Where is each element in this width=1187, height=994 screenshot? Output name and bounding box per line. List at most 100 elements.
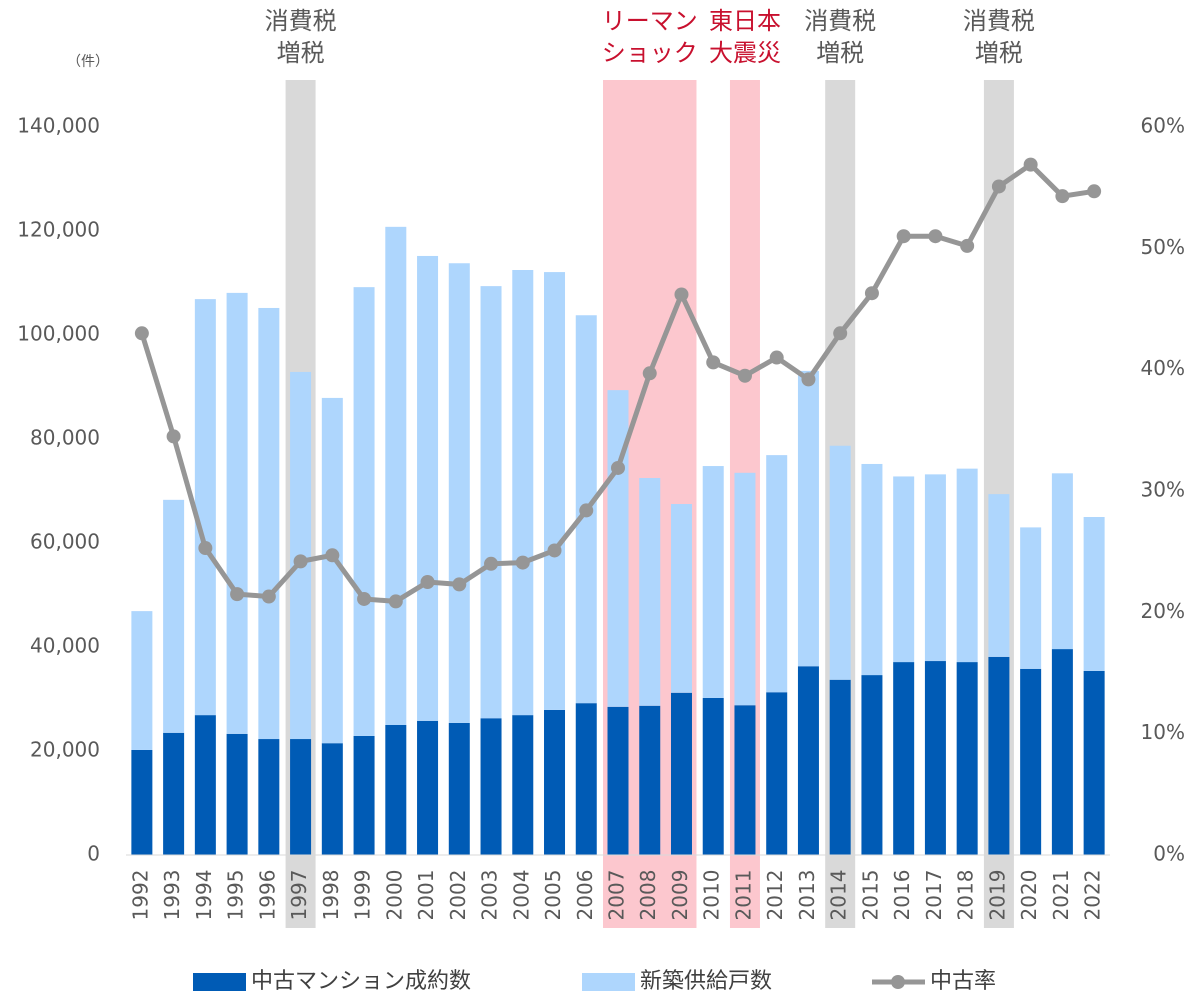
- bar: [385, 725, 407, 855]
- x-tick-label: 2001: [414, 870, 438, 921]
- bar: [544, 709, 566, 855]
- x-tick-label: 2008: [636, 870, 660, 921]
- bar: [702, 466, 724, 698]
- x-tick-label: 2004: [509, 870, 533, 921]
- y-tick-label: 140,000: [17, 114, 100, 138]
- bar: [956, 662, 978, 855]
- bar: [607, 706, 629, 855]
- y2-tick-label: 40%: [1141, 356, 1185, 380]
- x-tick-label: 2007: [605, 870, 629, 921]
- rate-point: [864, 286, 879, 301]
- y-tick-label: 120,000: [17, 218, 100, 242]
- rate-point: [706, 355, 721, 370]
- rate-point: [357, 591, 372, 606]
- rate-point: [515, 555, 530, 570]
- x-tick-label: 1992: [128, 870, 152, 921]
- y2-tick-label: 20%: [1141, 599, 1185, 623]
- bar: [290, 739, 312, 855]
- bar: [1051, 649, 1073, 855]
- rate-point: [1055, 189, 1070, 204]
- bar: [575, 703, 597, 855]
- y-tick-label: 40,000: [30, 634, 100, 658]
- bar: [258, 307, 280, 740]
- x-tick-label: 2006: [573, 870, 597, 921]
- bar: [321, 743, 343, 855]
- bar: [194, 299, 216, 716]
- bar: [893, 476, 915, 663]
- bar: [353, 287, 375, 736]
- bar: [1051, 473, 1073, 650]
- highlight-label: 増税: [816, 39, 864, 67]
- bar: [1020, 668, 1042, 855]
- x-tick-label: 2003: [478, 870, 502, 921]
- bar: [670, 504, 692, 693]
- bar: [131, 749, 153, 855]
- bar: [924, 661, 946, 855]
- bar: [1083, 517, 1105, 671]
- bar: [163, 732, 185, 855]
- rate-point: [484, 556, 499, 571]
- bar: [226, 292, 248, 734]
- x-tick-label: 2016: [890, 870, 914, 921]
- y2-tick-label: 30%: [1141, 478, 1185, 502]
- highlight-label: リーマン: [602, 7, 698, 35]
- highlight-label: 東日本: [709, 7, 781, 35]
- highlight-label: 消費税: [963, 7, 1035, 35]
- rate-point: [801, 372, 816, 387]
- bar: [797, 666, 819, 855]
- x-tick-label: 1996: [255, 870, 279, 921]
- y-tick-label: 80,000: [30, 426, 100, 450]
- bar: [639, 705, 661, 855]
- bar: [353, 735, 375, 855]
- y2-tick-label: 50%: [1141, 235, 1185, 259]
- rate-point: [960, 238, 975, 253]
- y-unit: （件）: [67, 54, 109, 70]
- y-tick-label: 20,000: [30, 738, 100, 762]
- bar: [988, 494, 1010, 657]
- bar: [766, 455, 788, 693]
- bar: [924, 474, 946, 662]
- legend-label: 中古マンション成約数: [251, 969, 471, 994]
- bar: [702, 697, 724, 855]
- rate-point: [611, 460, 625, 475]
- bar: [417, 720, 439, 855]
- rate-point: [1087, 184, 1102, 199]
- x-tick-label: 2015: [858, 870, 882, 921]
- x-tick-label: 2012: [763, 870, 787, 921]
- x-tick-label: 2010: [700, 870, 724, 921]
- x-tick-label: 2014: [827, 870, 851, 921]
- x-tick-label: 1994: [192, 870, 216, 921]
- x-tick-label: 2021: [1049, 870, 1073, 921]
- bar: [861, 463, 883, 676]
- x-tick-label: 2000: [382, 870, 406, 921]
- rate-point: [1023, 157, 1038, 172]
- bar: [480, 718, 502, 855]
- bar: [861, 675, 883, 855]
- bar: [956, 468, 978, 663]
- bar: [734, 472, 756, 706]
- rate-point: [579, 503, 594, 518]
- highlight-label: 消費税: [804, 7, 876, 35]
- x-tick-label: 2019: [985, 870, 1009, 921]
- bar: [829, 445, 851, 680]
- bar: [512, 715, 534, 855]
- x-tick-label: 2005: [541, 870, 565, 921]
- x-tick-label: 2011: [731, 870, 755, 921]
- x-tick-label: 2013: [795, 870, 819, 921]
- x-tick-label: 2020: [1017, 870, 1041, 921]
- legend-swatch: [582, 973, 635, 991]
- highlight-label: 大震災: [709, 39, 781, 67]
- legend-label: 中古率: [930, 969, 996, 994]
- rate-point: [134, 326, 149, 341]
- bar: [734, 705, 756, 855]
- x-tick-label: 2022: [1081, 870, 1105, 921]
- bar: [258, 739, 280, 855]
- bar: [448, 263, 470, 723]
- y-tick-label: 100,000: [17, 322, 100, 346]
- highlight-label: 消費税: [265, 7, 337, 35]
- y2-tick-label: 10%: [1141, 720, 1185, 744]
- bar: [988, 656, 1010, 855]
- rate-point: [452, 577, 467, 592]
- x-tick-label: 2009: [668, 870, 692, 921]
